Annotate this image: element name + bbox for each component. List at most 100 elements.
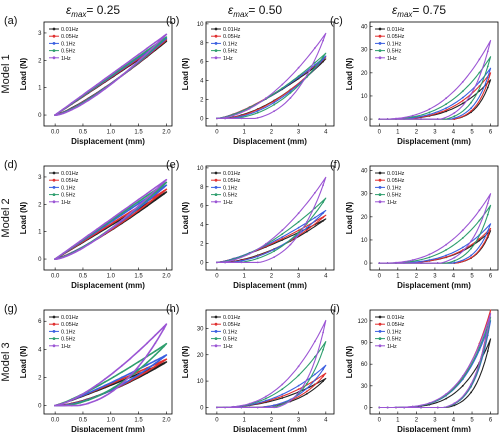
data-point (79, 248, 82, 251)
data-point (453, 261, 456, 264)
x-tick-label: 1.5 (134, 418, 143, 424)
x-tick-label: 2 (270, 130, 274, 136)
y-tick-label: 2 (38, 58, 42, 64)
legend-marker (378, 56, 382, 60)
legend-entry: 0.01Hz (387, 171, 405, 177)
x-tick-label: 3 (433, 130, 437, 136)
panel-e: (e) 0 1 2 3 4 0 2 4 6 8 10 Displacement (mm) Load (N)… (166, 159, 335, 290)
x-tick-label: 1 (242, 274, 246, 280)
data-point (470, 247, 472, 250)
data-point (428, 108, 431, 111)
data-point (322, 39, 324, 42)
data-point (281, 87, 284, 89)
data-point (216, 117, 218, 120)
data-point (129, 372, 132, 375)
column-title: εmax= 0.25 (66, 3, 120, 19)
data-point (96, 399, 98, 401)
y-tick-label: 3 (38, 175, 42, 181)
data-point (281, 395, 284, 398)
data-point (453, 402, 456, 405)
data-point (461, 96, 464, 99)
x-tick-label: 0 (378, 274, 382, 280)
legend-entry: 1Hz (387, 200, 397, 206)
legend-marker (378, 27, 382, 31)
data-point (411, 405, 414, 408)
data-point (146, 49, 148, 52)
y-tick-label: 10 (197, 379, 204, 385)
data-point (322, 348, 324, 351)
data-point (240, 261, 243, 264)
data-point (281, 239, 284, 241)
data-point (248, 402, 251, 405)
data-point (154, 342, 157, 344)
series-0_05Hz-curve (216, 56, 327, 119)
data-point (121, 378, 123, 380)
data-point (162, 193, 165, 196)
plot-frame (369, 165, 499, 271)
legend-marker (52, 344, 56, 348)
data-point (79, 104, 82, 107)
legend-marker (52, 337, 56, 340)
x-tick-label: 1 (242, 130, 246, 136)
series-0_1Hz-curve (379, 67, 492, 120)
panel-label: (i) (330, 303, 340, 315)
legend-entry: 0.1Hz (387, 329, 402, 335)
data-point (79, 240, 82, 243)
x-tick-label: 1 (396, 130, 400, 136)
y-tick-label: 0 (200, 405, 204, 411)
y-tick-label: 0 (38, 113, 42, 119)
legend-marker (378, 186, 382, 189)
x-tick-label: 1.0 (107, 418, 116, 424)
data-point (281, 388, 284, 390)
data-point (146, 364, 148, 366)
y-tick-label: 20 (197, 353, 204, 359)
data-point (87, 99, 90, 102)
data-point (445, 397, 447, 400)
data-point (79, 96, 82, 98)
panel-d: (d) 0.0 0.5 1.0 1.5 2.0 0 1 2 3 Displacement (mm) L… (4, 159, 173, 290)
data-point (87, 89, 90, 92)
data-point (256, 117, 259, 119)
data-point (154, 193, 157, 196)
data-point (146, 368, 148, 371)
series-1Hz-curve (379, 313, 492, 409)
data-point (470, 383, 472, 385)
data-point (436, 406, 439, 409)
data-point (137, 365, 140, 368)
data-point (62, 112, 65, 115)
y-tick-label: 10 (197, 166, 204, 172)
data-point (129, 59, 132, 62)
y-tick-label: 4 (200, 223, 204, 229)
x-tick-label: 5 (470, 418, 474, 424)
data-point (146, 203, 148, 206)
data-point (146, 197, 148, 200)
series-0_5Hz-curve (379, 204, 492, 264)
data-point (137, 209, 140, 212)
data-point (445, 249, 447, 251)
x-axis-label: Displacement (mm) (233, 281, 307, 290)
data-point (146, 354, 148, 357)
legend-entry: 0.01Hz (61, 27, 79, 33)
legend-marker (214, 315, 218, 319)
data-point (129, 378, 132, 381)
data-point (112, 81, 115, 84)
legend-marker (214, 178, 218, 182)
x-tick-label: 4 (324, 274, 328, 280)
legend-marker (52, 42, 56, 45)
data-point (395, 117, 397, 120)
data-point (129, 67, 132, 70)
legend-marker (378, 178, 382, 182)
x-tick-label: 0 (215, 130, 219, 136)
legend-marker (52, 200, 56, 204)
legend-entry: 0.5Hz (61, 193, 76, 199)
data-point (162, 326, 165, 328)
y-tick-label: 20 (361, 71, 368, 77)
y-tick-label: 30 (361, 48, 368, 54)
data-point (453, 112, 456, 114)
data-point (314, 340, 316, 343)
data-point (486, 86, 489, 89)
data-point (273, 406, 275, 409)
y-tick-label: 10 (361, 94, 368, 100)
data-point (248, 252, 251, 255)
data-point (273, 404, 275, 407)
